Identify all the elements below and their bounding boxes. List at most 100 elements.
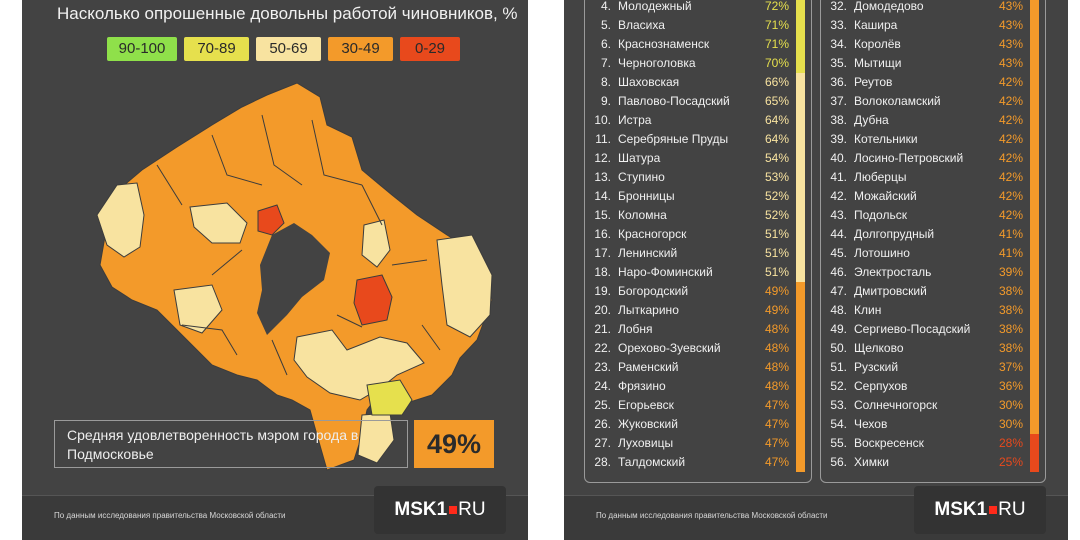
ranking-number: 12. — [594, 151, 611, 165]
msk1-logo: MSK1 RU — [914, 486, 1046, 534]
ranking-row: 24. Фрязино 48% — [585, 377, 811, 396]
ranking-color-bar — [1030, 396, 1039, 415]
ranking-row: 48. Клин 38% — [821, 301, 1045, 320]
ranking-percent: 70% — [764, 56, 789, 70]
ranking-percent: 42% — [998, 208, 1023, 222]
ranking-number: 33. — [830, 18, 847, 32]
ranking-color-bar — [796, 339, 805, 358]
ranking-name: Молодежный — [618, 0, 692, 13]
ranking-number: 20. — [594, 303, 611, 317]
ranking-number: 38. — [830, 113, 847, 127]
map-region-light-ne — [361, 219, 391, 268]
ranking-row: 23. Раменский 48% — [585, 358, 811, 377]
ranking-number: 25. — [594, 398, 611, 412]
footer: По данным исследования правительства Мос… — [22, 486, 528, 540]
ranking-color-bar — [1030, 206, 1039, 225]
ranking-color-bar — [1030, 16, 1039, 35]
ranking-name: Власиха — [618, 18, 665, 32]
ranking-color-bar — [796, 206, 805, 225]
average-label: Средняя удовлетворенность мэром города в… — [54, 420, 408, 468]
ranking-percent: 41% — [998, 227, 1023, 241]
ranking-row: 55. Воскресенск 28% — [821, 434, 1045, 453]
ranking-number: 45. — [830, 246, 847, 260]
ranking-name: Луховицы — [618, 436, 674, 450]
ranking-percent: 49% — [764, 284, 789, 298]
ranking-color-bar — [796, 434, 805, 453]
ranking-number: 39. — [830, 132, 847, 146]
ranking-row: 43. Подольск 42% — [821, 206, 1045, 225]
ranking-number: 48. — [830, 303, 847, 317]
logo-main: MSK1 — [394, 499, 448, 520]
ranking-row: 25. Егорьевск 47% — [585, 396, 811, 415]
ranking-number: 35. — [830, 56, 847, 70]
ranking-name: Истра — [618, 113, 652, 127]
ranking-row: 39. Котельники 42% — [821, 130, 1045, 149]
ranking-number: 53. — [830, 398, 847, 412]
ranking-name: Электросталь — [854, 265, 932, 279]
ranking-name: Красногорск — [618, 227, 687, 241]
ranking-row: 49. Сергиево-Посадский 38% — [821, 320, 1045, 339]
ranking-percent: 38% — [998, 341, 1023, 355]
legend-item-70-89: 70-89 — [184, 37, 249, 61]
ranking-name: Лосино-Петровский — [854, 151, 964, 165]
legend-item-30-49: 30-49 — [328, 37, 393, 61]
ranking-name: Ленинский — [618, 246, 678, 260]
ranking-name: Щелково — [854, 341, 904, 355]
footer-note: По данным исследования правительства Мос… — [596, 511, 828, 520]
ranking-percent: 47% — [764, 436, 789, 450]
ranking-row: 44. Долгопрудный 41% — [821, 225, 1045, 244]
ranking-name: Лотошино — [854, 246, 910, 260]
ranking-row: 5. Власиха 71% — [585, 16, 811, 35]
ranking-percent: 42% — [998, 113, 1023, 127]
map-region-light-east — [436, 234, 493, 338]
ranking-row: 33. Кашира 43% — [821, 16, 1045, 35]
ranking-number: 49. — [830, 322, 847, 336]
map-borders — [156, 114, 441, 376]
ranking-color-bar — [1030, 130, 1039, 149]
ranking-percent: 43% — [998, 0, 1023, 13]
ranking-column-2: 32. Домодедово 43% 33. Кашира 43% 34. Королёв 43… — [820, 0, 1046, 483]
ranking-number: 18. — [594, 265, 611, 279]
ranking-name: Богородский — [618, 284, 689, 298]
ranking-percent: 42% — [998, 170, 1023, 184]
ranking-name: Котельники — [854, 132, 918, 146]
ranking-row: 14. Бронницы 52% — [585, 187, 811, 206]
ranking-number: 56. — [830, 455, 847, 469]
map-region-light-west — [96, 182, 145, 258]
ranking-percent: 52% — [764, 208, 789, 222]
ranking-color-bar — [1030, 225, 1039, 244]
ranking-percent: 47% — [764, 455, 789, 469]
ranking-card: 4. Молодежный 72% 5. Власиха 71% 6. Краснознаме… — [564, 0, 1068, 540]
ranking-name: Жуковский — [618, 417, 678, 431]
ranking-percent: 71% — [764, 37, 789, 51]
footer-note: По данным исследования правительства Мос… — [54, 511, 286, 520]
ranking-color-bar — [1030, 377, 1039, 396]
ranking-name: Чехов — [854, 417, 888, 431]
ranking-row: 37. Волоколамский 42% — [821, 92, 1045, 111]
ranking-row: 9. Павлово-Посадский 65% — [585, 92, 811, 111]
ranking-row: 40. Лосино-Петровский 42% — [821, 149, 1045, 168]
ranking-color-bar — [796, 130, 805, 149]
ranking-percent: 64% — [764, 132, 789, 146]
msk1-logo: MSK1 RU — [374, 486, 506, 534]
ranking-name: Мытищи — [854, 56, 902, 70]
ranking-row: 45. Лотошино 41% — [821, 244, 1045, 263]
ranking-percent: 48% — [764, 341, 789, 355]
ranking-color-bar — [796, 187, 805, 206]
average-value: 49% — [414, 420, 494, 468]
ranking-number: 24. — [594, 379, 611, 393]
legend-item-50-69: 50-69 — [256, 37, 321, 61]
ranking-row: 11. Серебряные Пруды 64% — [585, 130, 811, 149]
map-region-red-khimki — [257, 204, 285, 236]
map-moscow-hole — [257, 223, 330, 335]
ranking-percent: 71% — [764, 18, 789, 32]
ranking-number: 47. — [830, 284, 847, 298]
ranking-number: 21. — [594, 322, 611, 336]
ranking-color-bar — [1030, 54, 1039, 73]
ranking-percent: 65% — [764, 94, 789, 108]
ranking-color-bar — [796, 377, 805, 396]
ranking-row: 13. Ступино 53% — [585, 168, 811, 187]
ranking-percent: 30% — [998, 398, 1023, 412]
ranking-number: 5. — [600, 18, 611, 32]
ranking-number: 27. — [594, 436, 611, 450]
